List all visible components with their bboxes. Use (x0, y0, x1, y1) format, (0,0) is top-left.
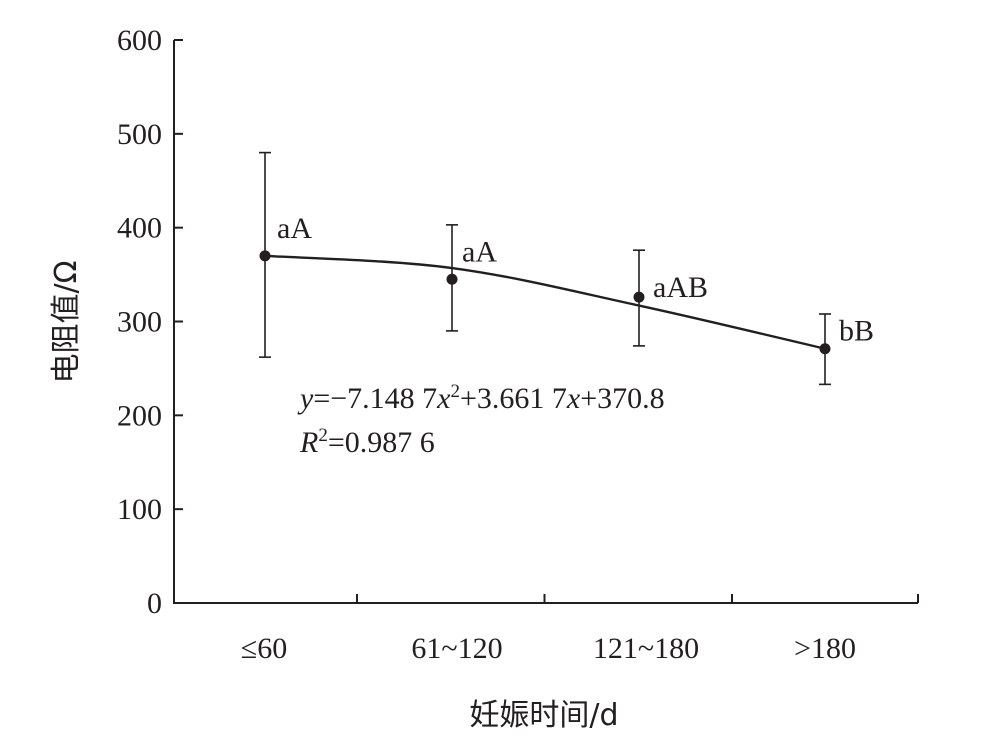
significance-label: bB (839, 315, 874, 348)
x-tick-label: >180 (794, 632, 856, 665)
x-ticks (356, 594, 919, 603)
data-point (446, 273, 458, 285)
y-tick-label: 0 (147, 587, 162, 620)
eq-x2: x (566, 382, 581, 415)
x-tick-label: 61~120 (411, 632, 502, 665)
y-tick-label: 300 (117, 306, 162, 339)
data-point (259, 250, 271, 262)
y-tick-label: 100 (117, 493, 162, 526)
x-tick-label: ≤60 (241, 632, 287, 665)
eq-coef1: =−7.148 7 (313, 382, 437, 415)
y-tick-label: 600 (117, 24, 162, 57)
y-tick-labels: 0 100 200 300 400 500 600 (117, 24, 162, 620)
eq-coef2: +3.661 7 (460, 382, 567, 415)
significance-label: aAB (653, 271, 708, 304)
data-point (819, 343, 831, 355)
y-tick-label: 500 (117, 118, 162, 151)
r2-R: R (299, 426, 318, 459)
significance-labels: aA aA aAB bB (277, 212, 874, 348)
fit-curve (264, 254, 826, 350)
x-tick-labels: ≤60 61~120 121~180 >180 (241, 632, 856, 665)
significance-label: aA (462, 235, 497, 268)
r-squared: R2=0.987 6 (299, 425, 435, 459)
eq-x1: x (436, 382, 451, 415)
y-axis-title: 电阻值/Ω (49, 260, 84, 383)
data-point (633, 291, 645, 303)
eq-const: +370.8 (580, 382, 664, 415)
x-axis-title: 妊娠时间/d (469, 698, 618, 733)
y-tick-label: 200 (117, 399, 162, 432)
eq-sup: 2 (451, 381, 461, 402)
y-ticks (174, 39, 183, 604)
x-tick-label: 121~180 (593, 632, 699, 665)
r2-sup: 2 (318, 425, 328, 446)
y-tick-label: 400 (117, 212, 162, 245)
significance-label: aA (277, 212, 312, 245)
r2-value: =0.987 6 (328, 426, 435, 459)
data-points (259, 250, 831, 355)
regression-equation: y=−7.148 7x2+3.661 7x+370.8 (297, 381, 665, 415)
error-bars (259, 151, 831, 386)
eq-y: y (297, 382, 314, 415)
